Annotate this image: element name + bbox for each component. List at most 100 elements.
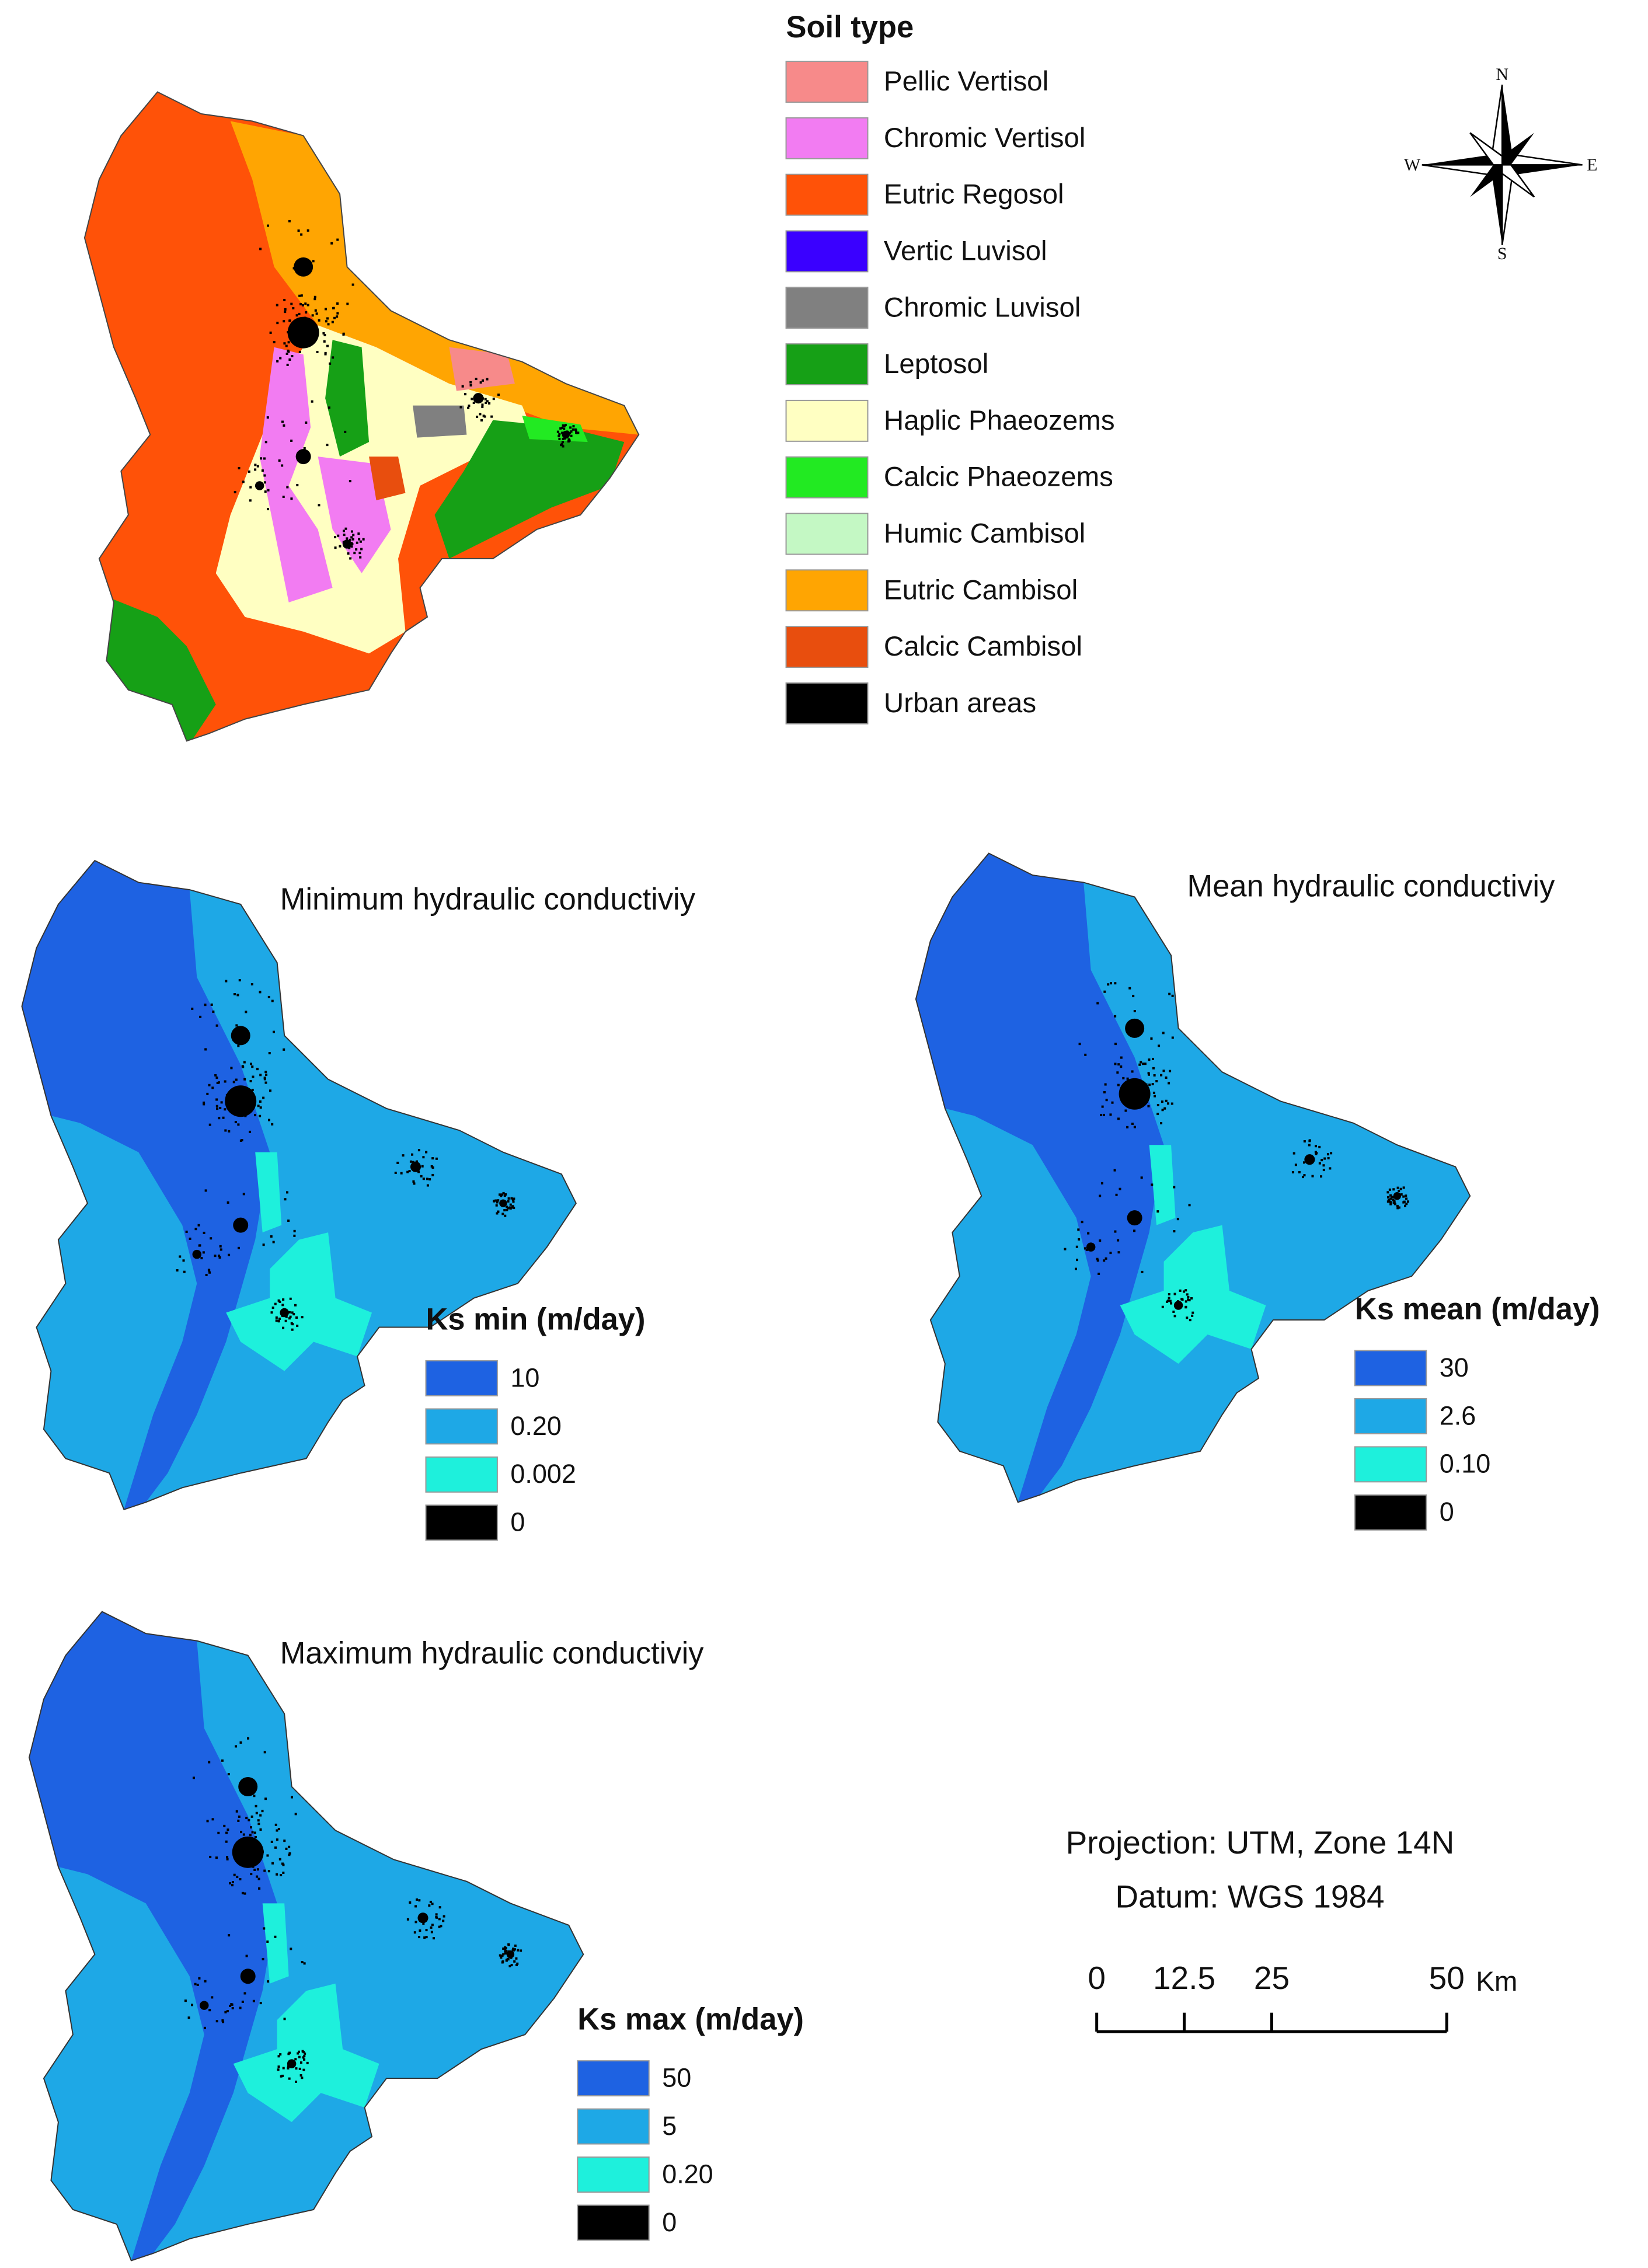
urban-speck [1179,1289,1182,1292]
urban-speck [203,2026,206,2029]
urban-speck [211,1086,214,1089]
urban-speck [495,1204,498,1207]
urban-speck [494,1199,497,1202]
urban-speck [208,1761,211,1764]
urban-speck [1191,1311,1194,1314]
urban-speck [261,1850,264,1853]
urban-speck [562,424,565,427]
urban-speck [1191,1314,1194,1317]
urban-speck [414,1921,417,1924]
urban-speck [276,1838,278,1841]
scale-label: 25 [1254,1960,1290,1996]
urban-speck [509,1203,512,1206]
urban-speck [331,320,334,323]
urban-speck [292,306,295,309]
urban-speck [282,2067,285,2070]
urban-speck [415,1160,418,1163]
urban-speck [432,1937,435,1940]
legend-swatch [785,626,869,668]
urban-speck [288,2077,291,2080]
urban-speck [1151,1183,1154,1186]
legend-label: 30 [1440,1353,1469,1382]
urban-speck [205,2004,208,2007]
urban-speck [1087,1232,1090,1235]
urban-speck [1330,1152,1333,1155]
urban-speck [242,1833,245,1836]
legend-swatch [785,343,869,386]
urban-speck [267,1119,270,1121]
urban-speck [1113,1169,1116,1172]
urban-speck [219,1245,222,1248]
urban-speck [1389,1201,1392,1204]
urban-speck [292,1313,295,1316]
urban-speck [507,1950,510,1953]
urban-speck [1156,1113,1159,1116]
urban-speck [214,1255,217,1257]
legend-swatch [785,61,869,103]
urban-speck [361,262,364,264]
urban-speck [198,1244,201,1247]
urban-speck [1096,1257,1099,1260]
urban-speck [394,1172,397,1175]
urban-speck [431,1173,434,1176]
urban-speck [282,496,285,499]
urban-speck [1171,994,1174,997]
urban-speck [353,552,356,555]
urban-speck [295,1316,298,1319]
urban-speck [222,2020,225,2023]
urban-speck [1103,1259,1106,1262]
urban-speck [275,1316,278,1319]
urban-speck [349,480,351,483]
conductivity-zone [262,1903,289,1984]
urban-speck [302,2051,305,2054]
urban-speck [212,1011,215,1013]
urban-speck [1078,1238,1081,1241]
urban-speck [472,402,475,404]
urban-speck [1117,1251,1120,1254]
urban-speck [292,267,295,270]
urban-speck [313,298,316,301]
legend-label: 0.20 [510,1411,561,1441]
urban-speck [283,1840,286,1842]
urban-speck [556,430,559,433]
urban-speck [482,379,485,382]
urban-speck [305,421,308,424]
basin-fill [915,853,1471,1503]
urban-speck [191,1008,194,1011]
urban-speck [323,334,326,337]
urban-speck [261,469,264,472]
soil-zone [230,121,639,435]
urban-speck [284,1198,287,1201]
urban-speck [511,1949,514,1952]
urban-speck [281,420,284,423]
urban-speck [235,1745,238,1748]
urban-speck [303,447,306,450]
urban-speck [1315,1152,1318,1155]
urban-core [294,257,313,277]
urban-speck [253,1831,256,1834]
urban-speck [500,1194,503,1197]
urban-speck [1188,1299,1191,1302]
urban-speck [1133,1126,1136,1128]
urban-speck [179,1255,182,1258]
urban-speck [313,295,316,298]
urban-speck [1148,1073,1151,1076]
urban-speck [222,1116,225,1119]
urban-speck [507,1943,510,1946]
urban-speck [229,2004,232,2007]
urban-speck [1396,1207,1399,1210]
urban-speck [251,1088,254,1091]
urban-speck [1111,1101,1114,1104]
urban-speck [561,441,564,444]
urban-speck [1083,1247,1086,1250]
urban-speck [1386,1200,1389,1203]
urban-core [192,1249,202,1259]
urban-speck [263,1927,266,1930]
urban-speck [1176,1218,1179,1221]
urban-speck [1322,1164,1325,1167]
urban-speck [262,1957,264,1960]
urban-speck [278,1317,281,1320]
urban-speck [267,995,270,998]
urban-speck [217,1831,220,1834]
urban-speck [245,1955,248,1957]
